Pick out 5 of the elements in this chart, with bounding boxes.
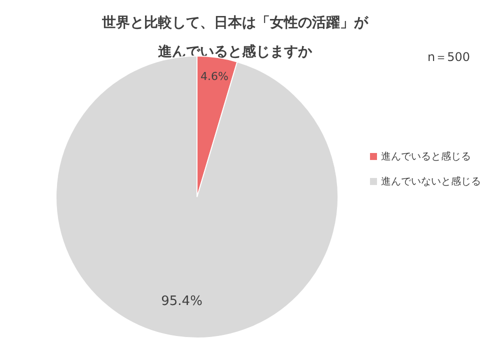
text: n＝500	[427, 50, 470, 64]
data-label: 4.6%	[200, 70, 228, 84]
legend-label: 進んでいないと感じる	[381, 176, 481, 188]
data-label: 95.4%	[161, 294, 202, 310]
legend-label: 進んでいると感じる	[381, 150, 471, 163]
